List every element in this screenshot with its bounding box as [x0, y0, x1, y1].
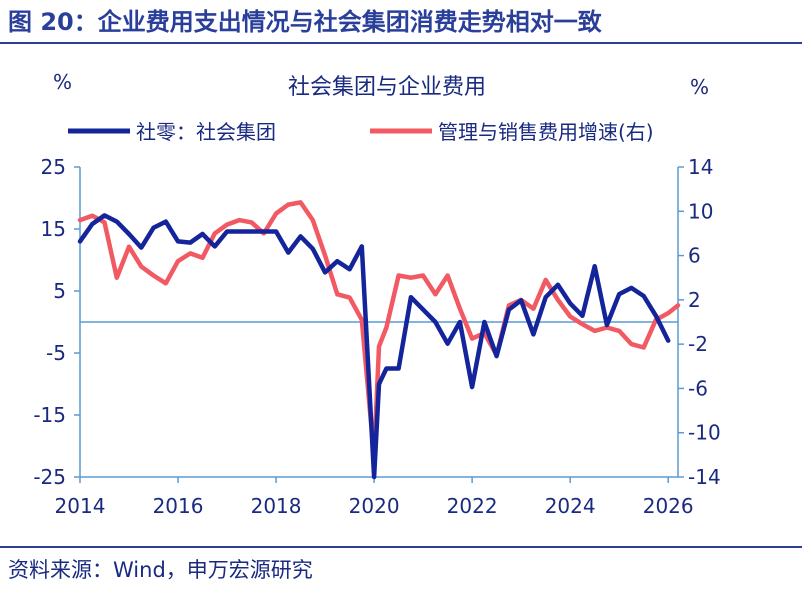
x-tick-label: 2018: [251, 494, 302, 518]
x-tick-label: 2024: [545, 494, 596, 518]
source-note: 资料来源：Wind，申万宏源研究: [8, 558, 313, 582]
line-chart: 社会集团与企业费用 % % 社零：社会集团 管理与销售费用增速(右) 25 15 5…: [33, 70, 720, 518]
legend-label-expense: 管理与销售费用增速(右): [438, 120, 654, 144]
y-left-tick-label: 15: [41, 217, 66, 241]
y-right-tick-label: 6: [688, 244, 701, 268]
series-line-expense: [77, 200, 681, 460]
y-right-tick-label: 14: [688, 155, 713, 179]
y-axis-left-label: %: [53, 70, 72, 94]
y-left-tick-label: -25: [33, 465, 66, 489]
y-left-tick-label: -5: [46, 341, 66, 365]
x-tick-label: 2016: [153, 494, 204, 518]
y-right-tick-label: 2: [688, 288, 701, 312]
x-tick-label: 2014: [55, 494, 106, 518]
y-right-tick-label: -10: [688, 421, 721, 445]
y-right-tick-label: -2: [688, 332, 708, 356]
y-left-tick-label: 25: [41, 155, 66, 179]
x-tick-label: 2022: [447, 494, 498, 518]
legend: 社零：社会集团 管理与销售费用增速(右): [68, 120, 654, 144]
y-left-tick-label: -15: [33, 403, 66, 427]
figure-title: 图 20：企业费用支出情况与社会集团消费走势相对一致: [8, 8, 602, 36]
y-right-tick-label: -6: [688, 376, 708, 400]
y-axis-right-label: %: [690, 75, 709, 99]
y-right-tick-label: 10: [688, 199, 713, 223]
title-rule: [0, 42, 802, 44]
axes: 25 15 5 -5 -15 -25 14 10 6 2 -2 -6 -10 -14 2014 2016 201…: [33, 155, 720, 518]
source-rule: [0, 546, 802, 548]
x-tick-label: 2020: [349, 494, 400, 518]
y-right-tick-label: -14: [688, 465, 721, 489]
series-line-retail: [77, 213, 671, 480]
legend-label-retail: 社零：社会集团: [136, 120, 276, 144]
chart-title: 社会集团与企业费用: [288, 75, 486, 100]
x-tick-label: 2026: [643, 494, 694, 518]
plot-area: [77, 200, 681, 480]
y-left-tick-label: 5: [53, 279, 66, 303]
